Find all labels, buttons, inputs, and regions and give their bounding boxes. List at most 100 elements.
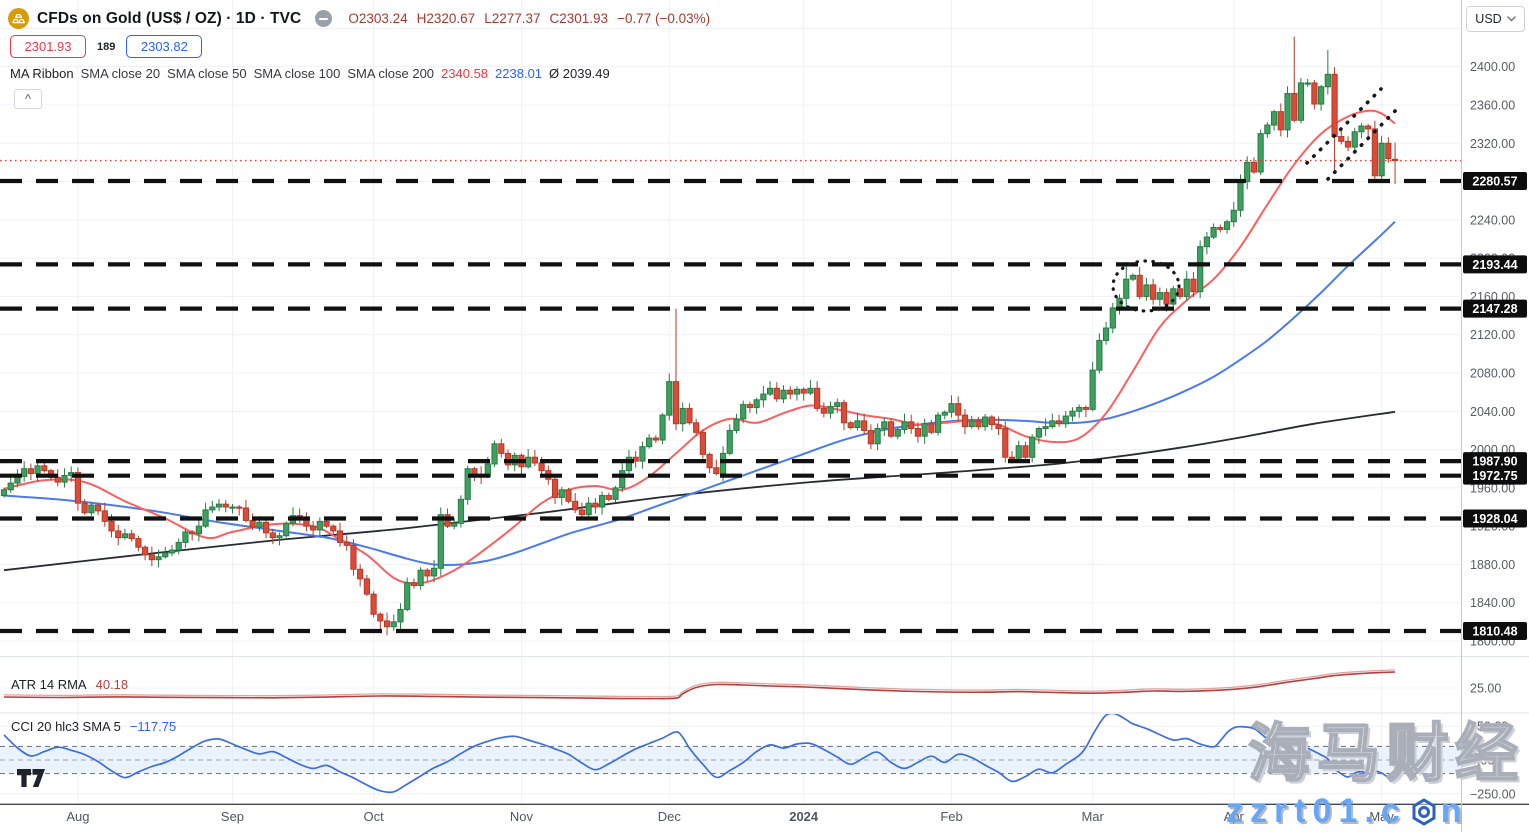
svg-text:1987.90: 1987.90 bbox=[1472, 455, 1517, 469]
candle bbox=[1203, 236, 1210, 248]
candle bbox=[397, 608, 404, 623]
svg-text:−250.00: −250.00 bbox=[1470, 787, 1516, 801]
sell-button[interactable]: 2301.93 bbox=[10, 35, 86, 58]
ohlc-readout: O2303.24 H2320.67 L2277.37 C2301.93 −0.7… bbox=[348, 11, 710, 26]
sma-average-value: Ø 2039.49 bbox=[549, 66, 610, 81]
level-lines bbox=[0, 178, 1461, 634]
price-axis[interactable]: 2400.002360.002320.002240.002200.002160.… bbox=[1463, 60, 1527, 801]
candle bbox=[565, 489, 572, 502]
candle bbox=[148, 554, 155, 561]
open-value: O2303.24 bbox=[348, 11, 408, 26]
candle bbox=[7, 482, 14, 491]
candle bbox=[451, 522, 458, 527]
candle bbox=[1109, 307, 1116, 329]
candle bbox=[1049, 420, 1056, 428]
candle bbox=[1069, 410, 1076, 417]
candle bbox=[753, 399, 760, 408]
candle bbox=[41, 465, 48, 472]
candle bbox=[585, 502, 592, 516]
candle bbox=[377, 613, 384, 622]
candle bbox=[1102, 327, 1110, 341]
candle bbox=[921, 423, 928, 437]
close-value: C2301.93 bbox=[549, 11, 609, 26]
candle bbox=[1344, 140, 1352, 148]
gold-coin-icon bbox=[8, 8, 29, 29]
candle bbox=[1304, 82, 1311, 85]
candle bbox=[1163, 292, 1170, 305]
candle bbox=[74, 472, 82, 504]
candle bbox=[202, 509, 209, 527]
candle bbox=[1250, 161, 1258, 173]
svg-text:2240.00: 2240.00 bbox=[1470, 213, 1515, 227]
symbol-title[interactable]: CFDs on Gold (US$ / OZ) · 1D · TVC bbox=[37, 9, 302, 27]
candle bbox=[1210, 226, 1217, 238]
svg-text:2024: 2024 bbox=[789, 809, 819, 824]
svg-text:Aug: Aug bbox=[66, 809, 89, 824]
candle bbox=[659, 414, 666, 441]
candle bbox=[679, 407, 686, 425]
candle bbox=[968, 420, 975, 428]
candle bbox=[404, 582, 411, 610]
candle bbox=[928, 423, 935, 433]
candle bbox=[457, 498, 465, 524]
candle bbox=[209, 506, 216, 511]
time-axis[interactable]: Aug Sep Oct Nov Dec 2024 Feb Mar Apr May bbox=[66, 809, 1394, 824]
candle bbox=[1129, 274, 1137, 280]
candle bbox=[706, 453, 713, 469]
tradingview-logo[interactable] bbox=[16, 768, 46, 793]
candle bbox=[323, 520, 330, 527]
candle bbox=[363, 578, 370, 595]
candle bbox=[0, 489, 8, 497]
legend-collapse-circle-button[interactable] bbox=[315, 10, 333, 27]
indicator-name[interactable]: MA Ribbon bbox=[10, 66, 74, 81]
candle bbox=[988, 416, 995, 426]
candle bbox=[1170, 288, 1177, 305]
atr-label[interactable]: ATR 14 RMA bbox=[11, 677, 87, 692]
candle bbox=[847, 422, 854, 429]
svg-text:2147.28: 2147.28 bbox=[1472, 302, 1517, 316]
legend-collapse-button[interactable]: ^ bbox=[14, 89, 42, 109]
candle bbox=[135, 538, 142, 548]
candle bbox=[417, 569, 424, 587]
candle bbox=[168, 549, 176, 554]
candle bbox=[155, 556, 162, 561]
level-price-label bbox=[1463, 466, 1527, 485]
candle bbox=[1123, 278, 1130, 299]
high-value: H2320.67 bbox=[416, 11, 476, 26]
candle bbox=[1351, 131, 1358, 148]
candle bbox=[525, 456, 532, 468]
level-price-label bbox=[1463, 452, 1527, 471]
candle bbox=[383, 620, 391, 628]
buy-button[interactable]: 2303.82 bbox=[126, 35, 203, 58]
candle bbox=[350, 544, 357, 570]
candle bbox=[1029, 436, 1036, 458]
candle bbox=[914, 428, 922, 437]
svg-text:2080.00: 2080.00 bbox=[1470, 366, 1515, 380]
candle bbox=[699, 431, 706, 455]
svg-text:Apr: Apr bbox=[1224, 809, 1245, 824]
candle bbox=[1197, 246, 1204, 293]
low-value: L2277.37 bbox=[484, 11, 541, 26]
cci-label[interactable]: CCI 20 hlc3 SMA 5 bbox=[11, 719, 121, 734]
svg-text:2400.00: 2400.00 bbox=[1470, 60, 1515, 74]
candle bbox=[578, 509, 586, 516]
sma20-value: 2340.58 bbox=[441, 66, 489, 81]
candle bbox=[330, 525, 337, 532]
currency-label: USD bbox=[1475, 12, 1502, 26]
currency-dropdown[interactable]: USD bbox=[1466, 6, 1525, 32]
candle bbox=[249, 519, 256, 528]
cci-legend: CCI 20 hlc3 SMA 5 −117.75 bbox=[11, 719, 176, 734]
candle bbox=[941, 411, 948, 416]
candle bbox=[598, 495, 606, 508]
candle bbox=[995, 424, 1002, 430]
candle bbox=[787, 389, 794, 395]
candle bbox=[370, 593, 377, 615]
candle bbox=[646, 437, 653, 448]
candle bbox=[961, 414, 969, 428]
candle bbox=[834, 402, 841, 408]
candle bbox=[551, 478, 559, 498]
level-price-label bbox=[1463, 172, 1527, 190]
